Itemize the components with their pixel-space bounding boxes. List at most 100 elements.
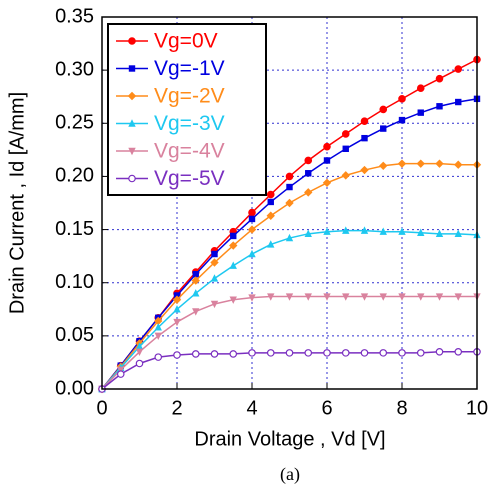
marker: [323, 227, 331, 235]
x-tick-label: 0: [96, 397, 107, 419]
caption: (a): [280, 464, 300, 485]
marker: [173, 318, 181, 327]
y-tick-label: 0.10: [55, 271, 94, 293]
marker: [342, 293, 350, 301]
marker: [304, 293, 312, 301]
legend-label: Vg=-5V: [154, 167, 225, 190]
marker: [285, 349, 294, 357]
marker: [454, 65, 463, 73]
x-tick-label: 2: [171, 397, 182, 419]
marker: [128, 174, 136, 183]
marker: [211, 250, 218, 258]
marker: [397, 159, 407, 168]
legend-label: Vg=-1V: [154, 57, 225, 80]
marker: [266, 190, 275, 199]
y-tick-label: 0.00: [55, 377, 94, 399]
legend-label: Vg=-3V: [154, 112, 225, 135]
marker: [285, 198, 294, 208]
marker: [154, 323, 162, 331]
marker: [286, 183, 293, 191]
marker: [135, 348, 144, 356]
marker: [398, 349, 406, 357]
marker: [360, 293, 369, 301]
legend-box: [107, 23, 267, 196]
marker: [229, 296, 237, 304]
marker: [398, 227, 406, 235]
marker: [210, 350, 219, 358]
marker: [435, 229, 444, 238]
plot-frame: [101, 16, 478, 390]
marker: [191, 276, 200, 285]
marker: [248, 349, 256, 357]
marker: [229, 261, 237, 269]
marker: [341, 349, 350, 357]
marker: [454, 229, 462, 238]
marker: [267, 198, 274, 206]
marker: [342, 145, 349, 152]
marker: [360, 226, 369, 234]
marker: [154, 316, 163, 326]
marker: [248, 294, 256, 302]
marker: [416, 349, 425, 357]
marker: [267, 293, 275, 301]
marker: [128, 37, 136, 45]
marker: [248, 208, 256, 217]
y-tick-label: 0.20: [55, 165, 94, 187]
marker: [323, 142, 331, 151]
marker: [360, 165, 369, 175]
marker: [380, 125, 387, 132]
marker: [304, 349, 313, 357]
marker: [454, 160, 463, 169]
marker: [285, 293, 294, 301]
marker: [210, 300, 219, 309]
x-axis-label: Drain Voltage , Vd [V]: [194, 428, 385, 450]
marker: [379, 227, 387, 235]
marker: [285, 233, 294, 242]
marker: [172, 295, 182, 304]
marker: [455, 98, 462, 106]
marker: [266, 211, 275, 220]
marker: [398, 95, 406, 103]
marker: [417, 228, 425, 236]
marker: [379, 293, 387, 301]
marker: [173, 292, 181, 299]
marker: [342, 226, 350, 234]
marker: [192, 308, 200, 316]
marker: [247, 225, 257, 234]
marker: [128, 65, 136, 72]
marker: [436, 103, 443, 110]
marker: [323, 349, 331, 357]
marker: [154, 353, 163, 361]
legend-label: Vg=-2V: [154, 85, 225, 108]
x-tick-label: 6: [321, 397, 332, 419]
marker: [360, 349, 369, 357]
marker: [173, 305, 181, 313]
marker: [304, 156, 313, 165]
marker: [417, 109, 424, 116]
marker: [341, 171, 350, 180]
y-tick-label: 0.25: [55, 112, 94, 134]
marker: [173, 351, 181, 359]
y-tick-label: 0.05: [55, 324, 94, 346]
y-tick-label: 0.15: [55, 218, 94, 240]
marker: [304, 229, 312, 238]
marker: [128, 119, 136, 127]
marker: [305, 170, 312, 177]
marker: [398, 293, 406, 301]
marker: [435, 293, 444, 301]
marker: [266, 349, 275, 357]
marker: [304, 188, 313, 197]
marker: [116, 370, 125, 378]
marker: [248, 249, 256, 258]
marker: [135, 342, 144, 350]
marker: [128, 147, 136, 156]
legend-label: Vg=-4V: [154, 140, 225, 163]
marker: [285, 172, 294, 181]
marker: [323, 157, 331, 164]
x-tick-label: 8: [396, 397, 407, 419]
marker: [248, 215, 256, 223]
marker: [154, 332, 162, 341]
marker: [379, 161, 388, 170]
marker: [435, 159, 444, 168]
